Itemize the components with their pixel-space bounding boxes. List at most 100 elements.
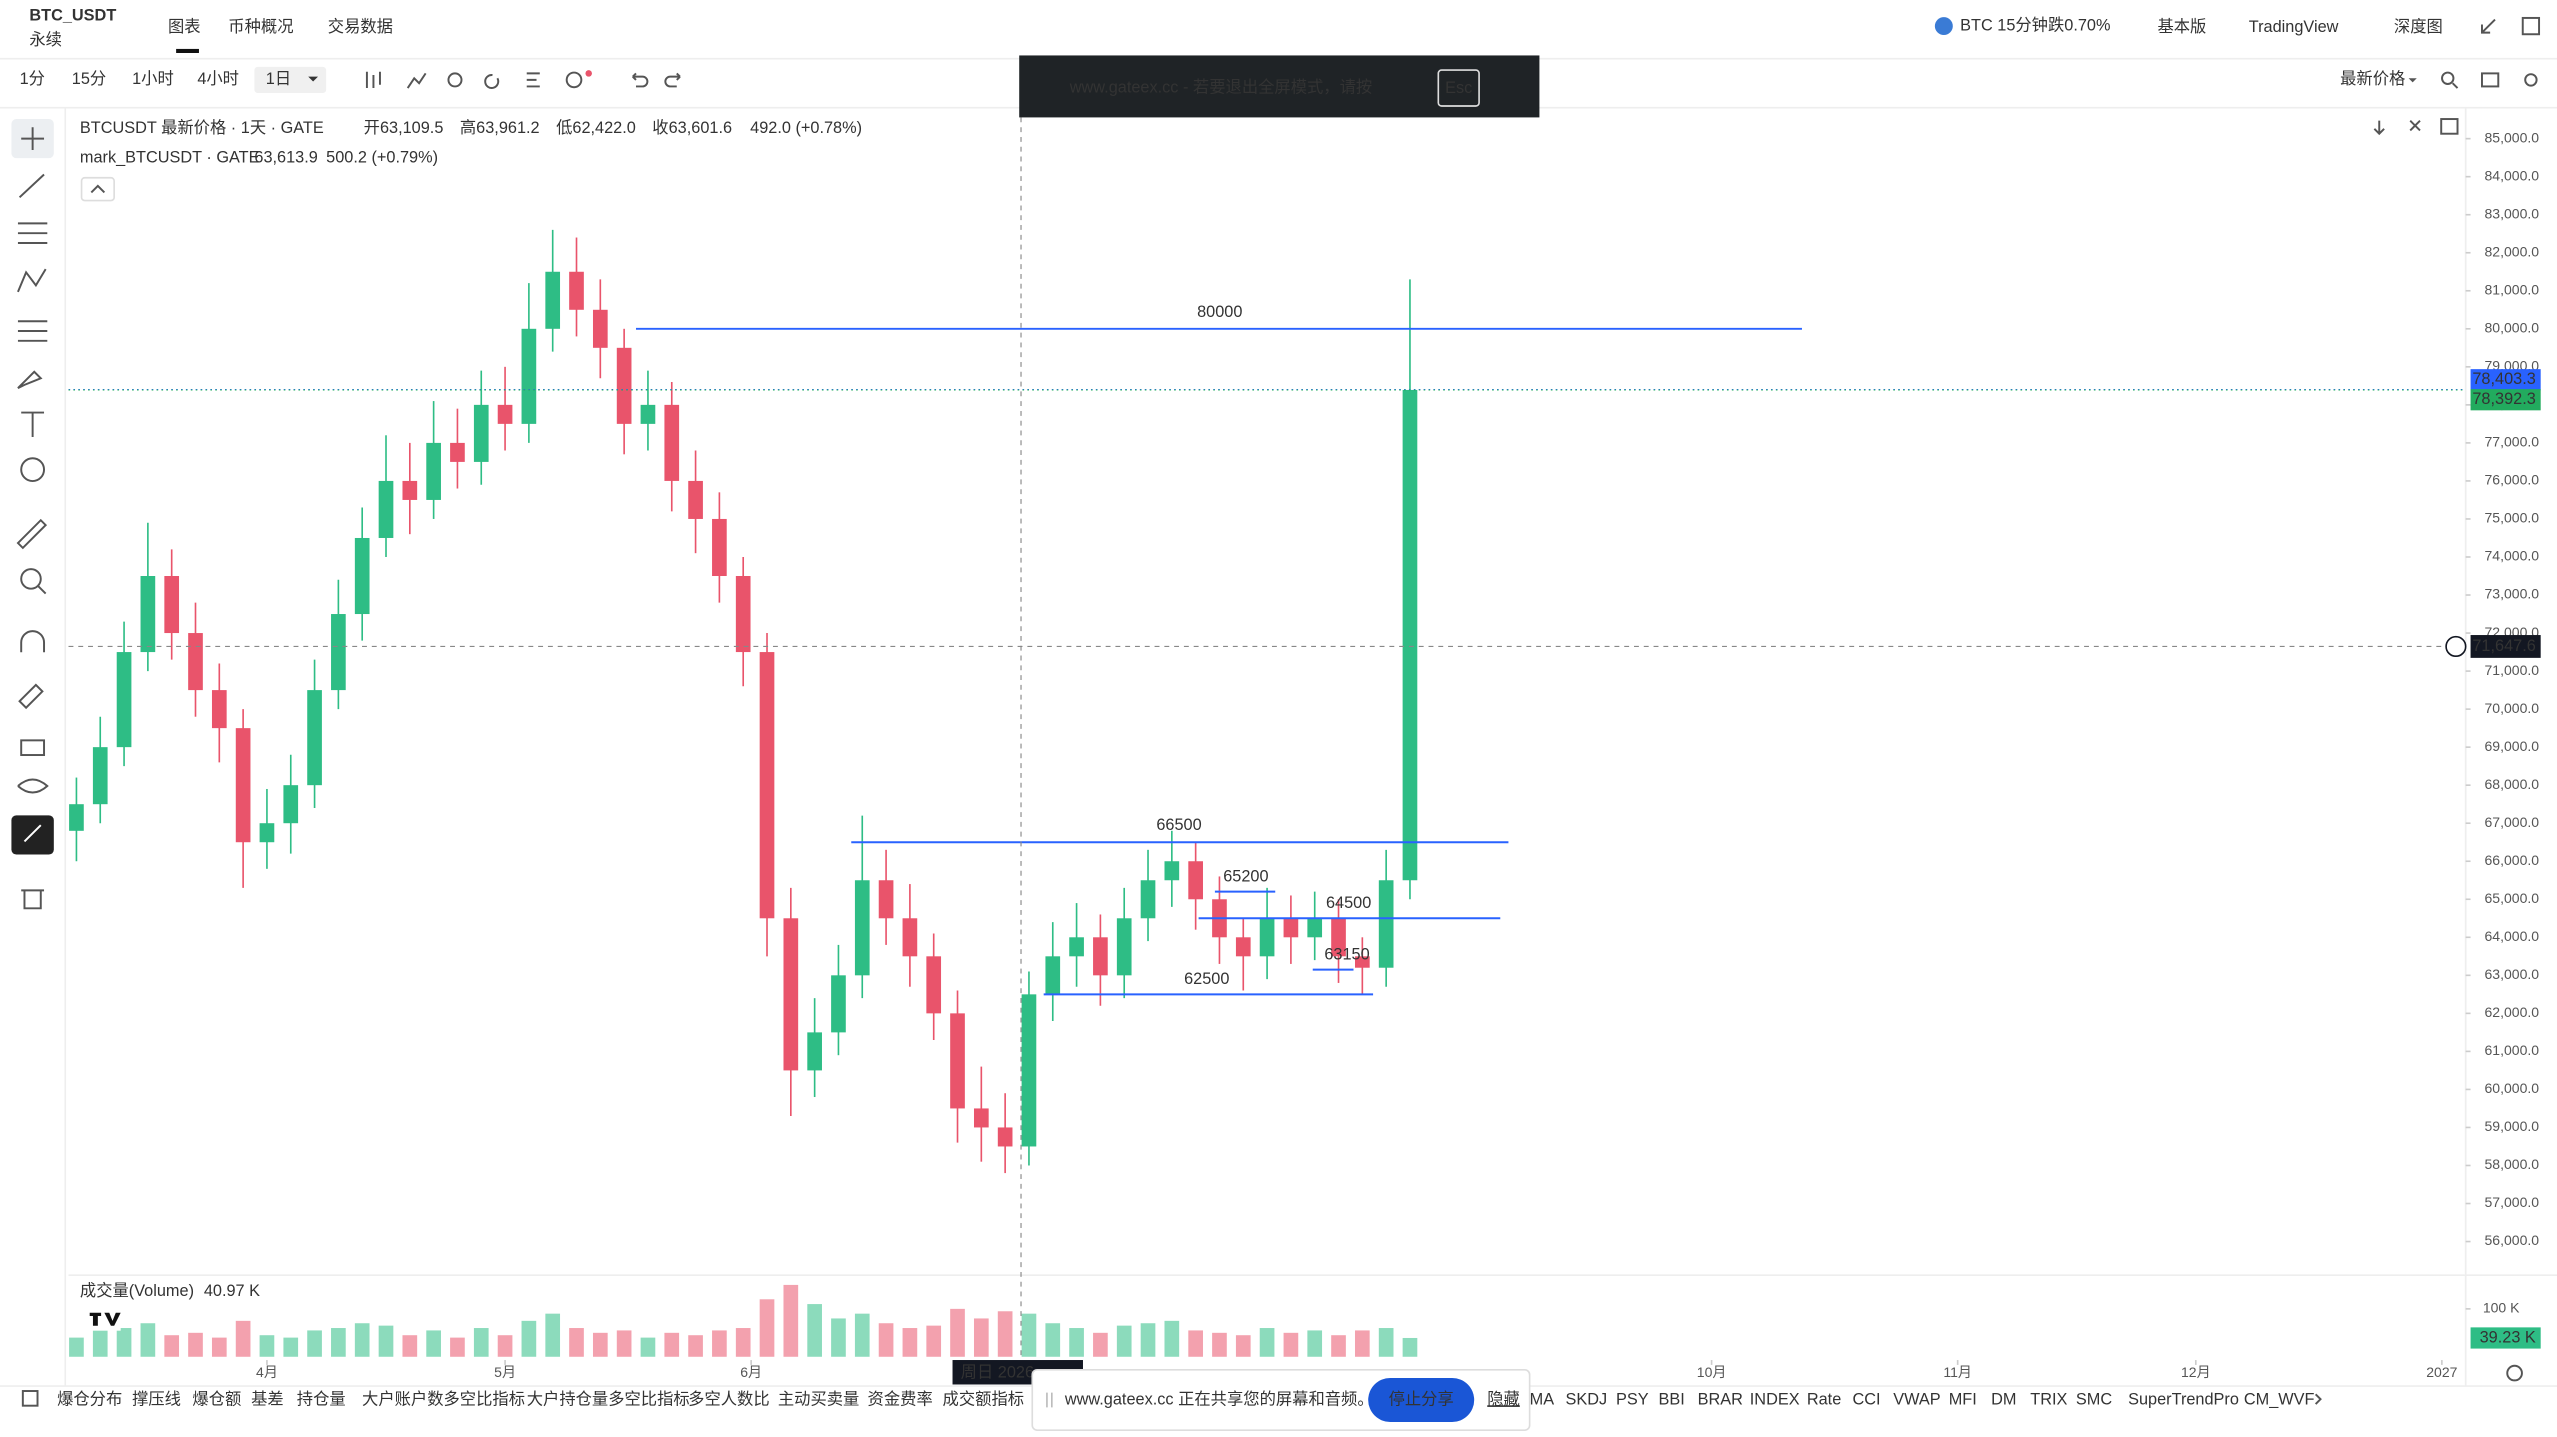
indicator[interactable]: CCI [1853, 1390, 1881, 1408]
pane-icons[interactable] [2373, 118, 2459, 136]
indicator[interactable]: TRIX [2030, 1390, 2067, 1408]
volume-bar [950, 1308, 965, 1357]
tab[interactable]: 图表 [168, 18, 201, 36]
level-label: 66500 [1156, 816, 1201, 834]
indicator[interactable]: 撑压线 [132, 1390, 181, 1408]
interval[interactable]: 4小时 [197, 70, 239, 88]
indicator[interactable]: 持仓量 [297, 1390, 346, 1408]
y-tick-label: 56,000.0 [2484, 1232, 2539, 1248]
toolbar-icons[interactable] [365, 71, 681, 89]
candle-body [402, 480, 418, 500]
indicator[interactable]: 资金费率 [868, 1390, 933, 1408]
indicator[interactable]: BBI [1658, 1390, 1684, 1408]
settings-icon[interactable] [2506, 1364, 2523, 1382]
candle-body [878, 880, 894, 919]
candle-body [1140, 880, 1156, 919]
volume-bar [259, 1335, 275, 1357]
volume-bar [1402, 1337, 1418, 1357]
ohlc-key: 低 [556, 119, 572, 137]
price-label: 78,403.3 [2472, 370, 2535, 388]
indicator[interactable]: 爆仓额 [192, 1389, 241, 1408]
candle-body [164, 576, 180, 634]
indicator[interactable]: 大户持仓量多空比指标 [527, 1390, 690, 1408]
link[interactable]: TradingView [2249, 18, 2339, 36]
ohlc-key: 收 [652, 119, 668, 137]
volume-bar [283, 1337, 299, 1357]
candle-body [831, 975, 846, 1033]
volume-bar [92, 1330, 108, 1357]
symbol[interactable]: BTC_USDT [29, 7, 116, 25]
tab[interactable]: 交易数据 [328, 18, 393, 36]
ohlc-value: 63,961.2 [476, 119, 539, 137]
indicator[interactable]: DM [1991, 1390, 2016, 1408]
y-tick-label: 83,000.0 [2484, 205, 2539, 221]
toolbar-right-icons[interactable] [2441, 71, 2538, 89]
interval[interactable]: 1小时 [132, 70, 174, 88]
indicator[interactable]: PSY [1616, 1390, 1649, 1408]
volume-bar [473, 1328, 489, 1357]
hide-link[interactable]: 隐藏 [1487, 1390, 1520, 1408]
indicator[interactable]: Rate [1807, 1390, 1841, 1408]
volume-bar [402, 1335, 418, 1357]
indicator[interactable]: VWAP [1893, 1390, 1941, 1408]
candle-body [1164, 861, 1180, 881]
price-source[interactable]: 最新价格 [2340, 70, 2405, 88]
indicator[interactable]: SMC [2076, 1390, 2112, 1408]
indicator[interactable]: 基差 [251, 1390, 284, 1408]
y-tick-label: 68,000.0 [2484, 776, 2539, 792]
crosshair-plus [2445, 635, 2467, 658]
interval[interactable]: 1日 [266, 70, 291, 88]
volume-bar [1093, 1332, 1108, 1357]
candle-body [283, 785, 299, 824]
volume-bar [354, 1323, 370, 1357]
indicator[interactable]: SKDJ [1566, 1390, 1608, 1408]
candle-body [497, 404, 513, 424]
link[interactable]: 基本版 [2157, 18, 2206, 36]
indicator[interactable]: 主动买卖量 [778, 1390, 859, 1408]
y-tick-label: 57,000.0 [2484, 1194, 2539, 1210]
indicator[interactable]: BRAR [1698, 1390, 1744, 1408]
interval[interactable]: 1分 [20, 70, 45, 88]
interval[interactable]: 15分 [72, 70, 106, 88]
y-tick-label: 76,000.0 [2484, 472, 2539, 488]
volume-bar [997, 1311, 1013, 1357]
indicator[interactable]: 多空人数比 [688, 1390, 769, 1408]
volume-value: 40.97 K [204, 1282, 260, 1300]
panel-icon[interactable] [21, 1390, 39, 1407]
volume-last-bg [2470, 1327, 2541, 1349]
indicator[interactable]: 大户账户数多空比指标 [362, 1390, 525, 1408]
candle-body [545, 271, 561, 329]
collapse-icon [90, 184, 106, 194]
link[interactable]: 深度图 [2394, 18, 2443, 36]
volume-bar [807, 1304, 822, 1357]
candle-body [783, 918, 799, 1071]
y-tick-label: 58,000.0 [2484, 1156, 2539, 1172]
alert[interactable]: BTC 15分钟跌0.70% [1960, 16, 2110, 34]
indicator[interactable]: MA [1530, 1390, 1555, 1408]
indicator[interactable]: CM_WVF [2244, 1390, 2315, 1408]
indicator[interactable]: INDEX [1750, 1390, 1800, 1408]
window-icon[interactable] [2521, 16, 2541, 36]
drawing-tools[interactable] [11, 119, 54, 910]
share-text: www.gateex.cc 正在共享您的屏幕和音频。 [1064, 1390, 1374, 1408]
candle-body [569, 271, 584, 310]
volume-bar [1283, 1332, 1299, 1357]
indicator[interactable]: MFI [1949, 1390, 1977, 1408]
candle-body [426, 442, 441, 500]
indicator[interactable]: 爆仓分布 [57, 1389, 122, 1408]
collapse-button[interactable] [80, 176, 115, 202]
caret [308, 76, 318, 82]
stop-share-button[interactable] [1368, 1377, 1475, 1422]
level-label: 63150 [1324, 945, 1369, 963]
y-tick-label: 74,000.0 [2484, 548, 2539, 564]
indicator[interactable]: SuperTrendPro [2128, 1390, 2239, 1408]
tv-logo [89, 1312, 121, 1326]
volume-bar [1188, 1330, 1203, 1357]
y-tick-label: 64,000.0 [2484, 928, 2539, 944]
volume-bar [592, 1332, 608, 1357]
next-icon[interactable] [2314, 1393, 2322, 1405]
volume-bar [1331, 1335, 1346, 1357]
indicator[interactable]: 成交额指标 [943, 1390, 1024, 1408]
expand-icon[interactable] [2481, 18, 2496, 34]
tab[interactable]: 币种概况 [228, 18, 293, 36]
